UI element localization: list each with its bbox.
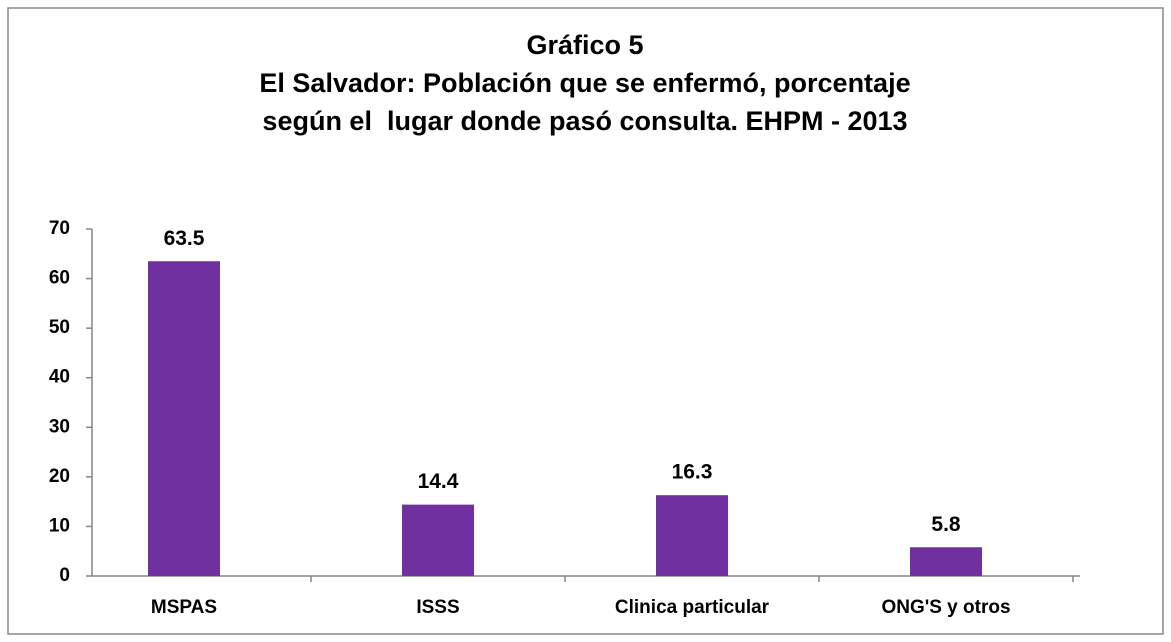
y-tick-label: 0 [59, 565, 70, 586]
bar [656, 495, 728, 576]
bar [910, 547, 982, 576]
y-tick-label: 30 [49, 416, 70, 437]
y-tick-label: 10 [49, 515, 70, 536]
y-tick-label: 70 [49, 218, 70, 239]
chart-title: según el lugar donde pasó consulta. EHPM… [262, 106, 907, 136]
x-tick-label: Clinica particular [615, 597, 770, 618]
bar [402, 504, 474, 576]
x-tick-label: MSPAS [151, 597, 217, 618]
bar [148, 261, 220, 576]
x-tick-label: ONG'S y otros [881, 597, 1010, 618]
y-tick-label: 20 [49, 466, 70, 487]
y-tick-label: 40 [49, 367, 70, 388]
chart-title: El Salvador: Población que se enfermó, p… [259, 68, 910, 98]
value-label: 14.4 [418, 470, 459, 493]
value-label: 63.5 [164, 227, 205, 250]
chart-title: Gráfico 5 [526, 30, 643, 60]
y-tick-label: 60 [49, 268, 70, 289]
value-label: 16.3 [672, 461, 713, 484]
y-tick-label: 50 [49, 317, 70, 338]
value-label: 5.8 [931, 513, 961, 536]
x-tick-label: ISSS [416, 597, 459, 618]
